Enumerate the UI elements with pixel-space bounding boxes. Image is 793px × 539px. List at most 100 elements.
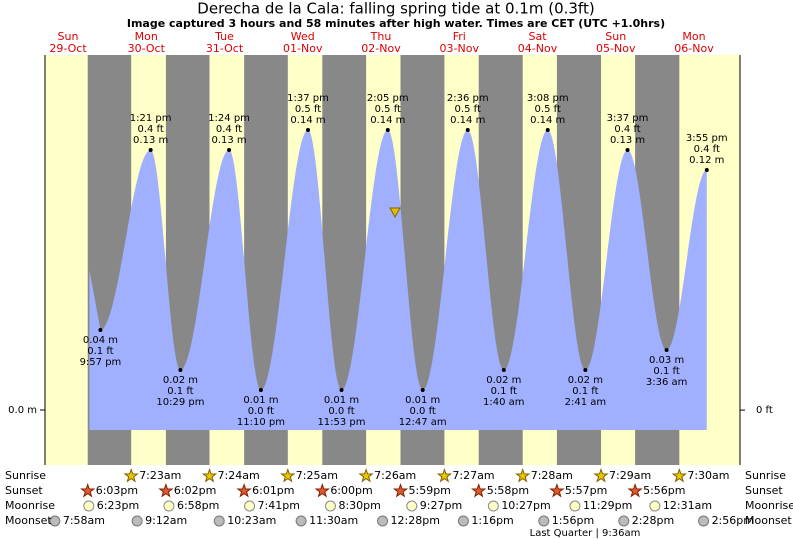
tide-height-m: 0.01 m <box>243 395 278 406</box>
tide-height-m: 0.13 m <box>610 135 645 146</box>
day-name: Sat <box>528 30 547 43</box>
chart-title: Derecha de la Cala: falling spring tide … <box>197 0 594 18</box>
sunset-icon <box>627 482 643 498</box>
tide-time: 3:36 am <box>646 377 688 388</box>
tide-height-ft: 0.1 ft <box>87 346 113 357</box>
y-tick-label: 0.0 m <box>8 405 37 416</box>
tide-point <box>465 128 470 132</box>
sunset-icon <box>471 482 487 498</box>
tide-point <box>664 348 669 352</box>
moonset-icon <box>698 515 710 527</box>
moonrise-icon <box>406 500 418 512</box>
now-marker <box>389 207 401 219</box>
tide-height-m: 0.14 m <box>450 115 485 126</box>
sunset-time: 6:03pm <box>96 484 138 497</box>
day-name: Thu <box>370 30 392 43</box>
tide-time: 10:29 pm <box>156 397 204 408</box>
y2-tick-label: 0 ft <box>756 405 773 416</box>
tide-height-ft: 0.5 ft <box>375 104 401 115</box>
day-name: Sun <box>605 30 626 43</box>
moonrise-time: 6:23pm <box>97 499 139 512</box>
moonrise-icon <box>649 500 661 512</box>
tide-height-m: 0.14 m <box>530 115 565 126</box>
tide-point <box>227 148 232 152</box>
sunset-icon <box>549 482 565 498</box>
sunrise-icon <box>671 467 687 483</box>
tide-time: 3:08 pm <box>527 93 569 104</box>
moonrise-time: 9:27pm <box>420 499 462 512</box>
day-date: 06-Nov <box>674 42 714 55</box>
tide-height-m: 0.02 m <box>163 375 198 386</box>
day-name: Wed <box>291 30 315 43</box>
moonset-icon <box>295 515 307 527</box>
moonrise-icon <box>163 500 175 512</box>
sunset-icon <box>392 482 409 498</box>
day-date: 31-Oct <box>206 42 244 55</box>
moonset-time: 1:56pm <box>552 514 594 527</box>
tide-height-ft: 0.0 ft <box>328 406 354 417</box>
sunrise-icon <box>201 467 218 483</box>
sunset-icon <box>80 482 96 498</box>
sunrise-time: 7:24am <box>218 469 260 482</box>
tide-height-m: 0.01 m <box>405 395 440 406</box>
tide-point <box>583 368 588 372</box>
row-label: Moonset <box>5 514 52 527</box>
sunset-time: 6:02pm <box>174 484 216 497</box>
moonset-icon <box>618 515 630 527</box>
tide-point <box>258 388 263 392</box>
tide-height-ft: 0.5 ft <box>455 104 481 115</box>
tide-point <box>545 128 550 132</box>
tide-time: 11:53 pm <box>317 417 365 428</box>
tide-height-ft: 0.4 ft <box>137 124 163 135</box>
day-name: Tue <box>214 30 234 43</box>
tide-time: 1:24 pm <box>208 113 250 124</box>
tide-height-ft: 0.5 ft <box>535 104 561 115</box>
sunrise-icon <box>515 467 531 483</box>
tide-height-m: 0.04 m <box>83 335 118 346</box>
tide-time: 11:10 pm <box>237 417 285 428</box>
tide-height-ft: 0.4 ft <box>216 124 242 135</box>
tide-point <box>178 368 183 372</box>
tide-time: 1:40 am <box>483 397 525 408</box>
tide-time: 3:37 pm <box>607 113 649 124</box>
sunset-time: 5:57pm <box>565 484 607 497</box>
day-date: 01-Nov <box>283 42 323 55</box>
tide-point <box>501 368 506 372</box>
day-name: Fri <box>453 30 466 43</box>
moonrise-icon <box>324 500 336 512</box>
sunset-icon <box>236 482 252 498</box>
sunrise-time: 7:28am <box>531 469 573 482</box>
tide-point <box>385 128 390 132</box>
moonrise-icon <box>244 500 256 512</box>
sunset-time: 5:56pm <box>643 484 685 497</box>
moonset-icon <box>538 515 550 527</box>
moonset-time: 2:56pm <box>712 514 754 527</box>
tide-height-ft: 0.1 ft <box>491 386 517 397</box>
sunrise-time: 7:23am <box>139 469 181 482</box>
row-label: Moonset <box>745 514 792 527</box>
moonrise-time: 12:31am <box>663 499 712 512</box>
moonrise-time: 10:27pm <box>501 499 550 512</box>
tide-point <box>625 148 630 152</box>
tide-height-ft: 0.5 ft <box>295 104 321 115</box>
day-name: Sun <box>58 30 79 43</box>
sunrise-time: 7:25am <box>296 469 338 482</box>
moonrise-time: 7:41pm <box>258 499 300 512</box>
tide-point <box>704 168 709 172</box>
tide-time: 2:41 am <box>565 397 607 408</box>
tide-height-ft: 0.4 ft <box>694 144 720 155</box>
day-name: Mon <box>135 30 158 43</box>
sunrise-time: 7:30am <box>687 469 729 482</box>
tide-height-m: 0.12 m <box>689 155 724 166</box>
tide-height-ft: 0.0 ft <box>409 406 435 417</box>
day-date: 03-Nov <box>440 42 480 55</box>
moonrise-icon <box>83 500 95 512</box>
row-label: Moonrise <box>745 499 793 512</box>
moonrise-time: 6:58pm <box>177 499 219 512</box>
tide-height-ft: 0.1 ft <box>572 386 598 397</box>
tide-height-m: 0.13 m <box>211 135 246 146</box>
moonset-time: 9:12am <box>145 514 187 527</box>
sunrise-icon <box>436 467 453 483</box>
tide-time: 12:47 am <box>399 417 447 428</box>
